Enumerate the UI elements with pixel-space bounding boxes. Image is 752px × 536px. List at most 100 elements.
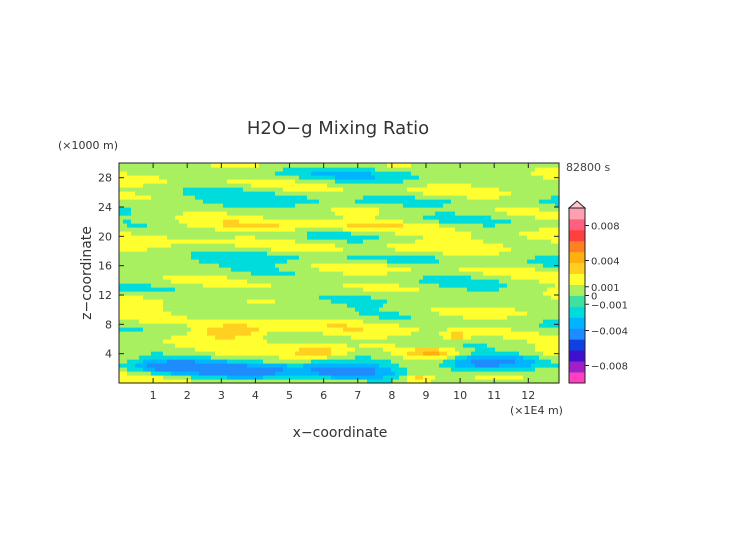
heatmap-cell xyxy=(395,275,400,280)
heatmap-cell xyxy=(519,371,524,376)
heatmap-cell xyxy=(251,327,256,332)
heatmap-cell xyxy=(307,263,312,268)
heatmap-cell xyxy=(243,363,248,368)
heatmap-cell xyxy=(319,303,324,308)
heatmap-cell xyxy=(503,359,508,364)
heatmap-cell xyxy=(487,323,492,328)
heatmap-cell xyxy=(431,219,436,224)
heatmap-cell xyxy=(151,307,156,312)
heatmap-cell xyxy=(391,367,396,372)
heatmap-cell xyxy=(531,359,536,364)
heatmap-cell xyxy=(391,339,396,344)
heatmap-cell xyxy=(263,275,268,280)
heatmap-cell xyxy=(455,371,460,376)
heatmap-cell xyxy=(283,235,288,240)
heatmap-cell xyxy=(291,223,296,228)
heatmap-cell xyxy=(379,223,384,228)
heatmap-cell xyxy=(171,275,176,280)
heatmap-cell xyxy=(387,375,392,380)
heatmap-cell xyxy=(447,335,452,340)
heatmap-cell xyxy=(179,367,184,372)
heatmap-cell xyxy=(203,263,208,268)
heatmap-cell xyxy=(451,307,456,312)
heatmap-cell xyxy=(459,259,464,264)
heatmap-cell xyxy=(299,231,304,236)
heatmap-cell xyxy=(415,355,420,360)
heatmap-cell xyxy=(515,271,520,276)
heatmap-cell xyxy=(435,339,440,344)
heatmap-cell xyxy=(307,267,312,272)
heatmap-cell xyxy=(403,319,408,324)
heatmap-cell xyxy=(447,211,452,216)
heatmap-cell xyxy=(483,307,488,312)
heatmap-cell xyxy=(119,363,124,368)
heatmap-cell xyxy=(379,363,384,368)
heatmap-cell xyxy=(275,255,280,260)
heatmap-cell xyxy=(431,243,436,248)
heatmap-cell xyxy=(159,259,164,264)
heatmap-cell xyxy=(331,271,336,276)
heatmap-cell xyxy=(219,271,224,276)
heatmap-cell xyxy=(403,271,408,276)
heatmap-cell xyxy=(239,287,244,292)
heatmap-cell xyxy=(407,251,412,256)
heatmap-cell xyxy=(527,223,532,228)
heatmap-cell xyxy=(183,199,188,204)
heatmap-cell xyxy=(427,363,432,368)
heatmap-cell xyxy=(515,359,520,364)
heatmap-cell xyxy=(195,259,200,264)
heatmap-cell xyxy=(211,283,216,288)
heatmap-cell xyxy=(343,203,348,208)
heatmap-cell xyxy=(227,271,232,276)
heatmap-cell xyxy=(555,299,560,304)
heatmap-cell xyxy=(423,315,428,320)
heatmap-cell xyxy=(187,203,192,208)
heatmap-cell xyxy=(419,203,424,208)
heatmap-cell xyxy=(431,303,436,308)
heatmap-cell xyxy=(487,223,492,228)
heatmap-cell xyxy=(371,223,376,228)
heatmap-cell xyxy=(119,203,124,208)
heatmap-cell xyxy=(247,307,252,312)
heatmap-cell xyxy=(299,291,304,296)
heatmap-cell xyxy=(131,219,136,224)
heatmap-cell xyxy=(327,291,332,296)
heatmap-cell xyxy=(287,207,292,212)
heatmap-cell xyxy=(427,251,432,256)
heatmap-cell xyxy=(247,251,252,256)
heatmap-cell xyxy=(411,303,416,308)
heatmap-cell xyxy=(535,279,540,284)
heatmap-cell xyxy=(335,331,340,336)
heatmap-cell xyxy=(407,203,412,208)
heatmap-cell xyxy=(503,203,508,208)
heatmap-cell xyxy=(175,215,180,220)
heatmap-cell xyxy=(235,375,240,380)
heatmap-cell xyxy=(119,315,124,320)
heatmap-cell xyxy=(443,203,448,208)
heatmap-cell xyxy=(451,219,456,224)
heatmap-cell xyxy=(551,307,556,312)
heatmap-cell xyxy=(299,371,304,376)
heatmap-cell xyxy=(399,223,404,228)
heatmap-cell xyxy=(211,347,216,352)
heatmap-cell xyxy=(175,243,180,248)
heatmap-cell xyxy=(263,295,268,300)
heatmap-cell xyxy=(419,243,424,248)
heatmap-cell xyxy=(407,299,412,304)
heatmap-cell xyxy=(431,235,436,240)
heatmap-cell xyxy=(195,359,200,364)
heatmap-cell xyxy=(211,223,216,228)
heatmap-cell xyxy=(131,199,136,204)
heatmap-cell xyxy=(135,347,140,352)
heatmap-cell xyxy=(543,203,548,208)
heatmap-cell xyxy=(347,215,352,220)
heatmap-cell xyxy=(387,251,392,256)
heatmap-cell xyxy=(423,255,428,260)
heatmap-cell xyxy=(131,331,136,336)
heatmap-cell xyxy=(483,375,488,380)
heatmap-cell xyxy=(283,347,288,352)
heatmap-cell xyxy=(523,283,528,288)
heatmap-cell xyxy=(375,219,380,224)
heatmap-cell xyxy=(379,239,384,244)
heatmap-cell xyxy=(251,267,256,272)
